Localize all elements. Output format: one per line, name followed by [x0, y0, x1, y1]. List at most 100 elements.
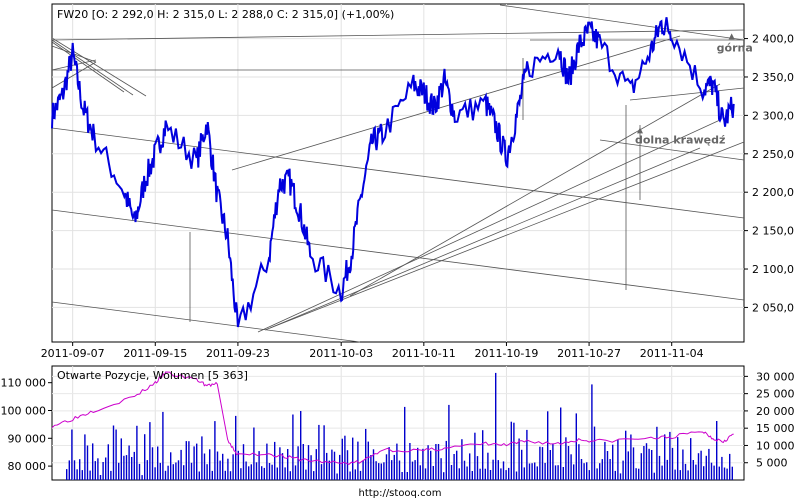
- volume-bar: [424, 468, 427, 480]
- volume-bar: [541, 447, 544, 480]
- volume-bar: [645, 443, 648, 480]
- arrow-up-icon: [728, 33, 735, 40]
- trendline[interactable]: [629, 87, 745, 101]
- volume-bar: [352, 437, 354, 480]
- volume-bar: [157, 446, 159, 480]
- volume-bar: [731, 466, 733, 480]
- volume-bar: [666, 459, 668, 480]
- chart-title: FW20 [O: 2 292,0 H: 2 315,0 L: 2 288,0 C…: [57, 8, 394, 21]
- volume-bar: [484, 468, 486, 480]
- trendline[interactable]: [599, 139, 745, 161]
- volume-bar: [162, 411, 164, 480]
- trendline[interactable]: [51, 29, 745, 41]
- volume-bar: [489, 470, 492, 480]
- trendline[interactable]: [51, 59, 97, 71]
- volume-bar: [419, 465, 421, 480]
- volume-bar: [679, 470, 681, 480]
- volume-bar: [214, 421, 216, 480]
- volume-bar: [437, 444, 440, 480]
- trendline[interactable]: [51, 37, 147, 97]
- volume-bar: [193, 446, 195, 480]
- volume-bar: [671, 447, 674, 480]
- volume-bar: [393, 454, 395, 480]
- volume-bar: [500, 468, 502, 480]
- date-tick-label: 2011-10-03: [309, 347, 373, 360]
- open-interest-tick-label: 110 000: [1, 377, 47, 390]
- volume-bar: [216, 451, 219, 480]
- volume-bar: [713, 465, 715, 480]
- volume-bar: [684, 463, 687, 480]
- volume-bar: [245, 461, 247, 480]
- volume-bar: [591, 384, 593, 480]
- volume-bar: [326, 452, 328, 480]
- trendline[interactable]: [264, 141, 745, 331]
- volume-bar: [203, 453, 206, 480]
- volume-bar: [315, 449, 317, 480]
- volume-bar: [487, 452, 489, 480]
- volume-bar: [565, 437, 567, 480]
- volume-bar: [276, 467, 278, 480]
- volume-bar: [209, 449, 211, 480]
- volume-bar: [229, 471, 232, 480]
- volume-bar: [492, 459, 494, 480]
- volume-bar: [638, 468, 640, 480]
- volume-bar: [617, 439, 619, 480]
- volume-bar: [66, 469, 68, 480]
- trendline[interactable]: [499, 4, 745, 41]
- volume-bar: [185, 441, 187, 480]
- annotation-dolna-krawedz: dolna krawędź: [635, 127, 725, 146]
- volume-tick-label: 20 000: [756, 405, 795, 418]
- date-tick-label: 2011-10-11: [392, 347, 456, 360]
- volume-bar: [201, 436, 203, 480]
- volume-bar: [534, 462, 536, 480]
- volume-bar: [461, 439, 463, 480]
- volume-y-axis: 5 000 10 000 15 000 20 000 25 000 30 000: [744, 370, 795, 470]
- volume-bar: [339, 454, 341, 480]
- volume-bar: [372, 449, 375, 480]
- trendline[interactable]: [51, 39, 134, 96]
- volume-bar: [188, 441, 190, 480]
- volume-tick-label: 5 000: [756, 457, 788, 470]
- volume-bar: [232, 454, 234, 480]
- volume-bar: [536, 466, 538, 480]
- trendline[interactable]: [51, 61, 97, 89]
- volume-bar: [248, 466, 250, 480]
- volume-bar: [73, 460, 76, 480]
- volume-bar: [427, 445, 429, 480]
- volume-bar: [318, 424, 320, 480]
- trendline[interactable]: [231, 35, 681, 171]
- volume-bar: [94, 461, 96, 480]
- volume-bar: [515, 471, 518, 480]
- volume-bar: [320, 464, 323, 480]
- volume-bar: [206, 464, 208, 480]
- volume-bar: [398, 460, 401, 480]
- price-y-tick-label: 2 300,0: [752, 109, 794, 122]
- annotation-label: górna: [717, 41, 753, 54]
- volume-bar: [159, 462, 161, 480]
- volume-bar: [495, 372, 497, 480]
- volume-bar: [570, 454, 572, 480]
- footer-url[interactable]: http://stooq.com: [359, 488, 442, 499]
- volume-bar: [268, 463, 271, 480]
- price-y-axis: 2 050,0 2 100,0 2 150,0 2 200,0 2 250,0 2 300…: [744, 33, 794, 314]
- volume-tick-label: 25 000: [756, 388, 795, 401]
- volume-bar: [562, 467, 564, 480]
- volume-bar: [648, 448, 650, 480]
- volume-bar: [599, 463, 601, 480]
- volume-bar: [601, 459, 603, 480]
- trendline[interactable]: [51, 209, 745, 301]
- trendline[interactable]: [51, 127, 745, 219]
- volume-bar: [102, 462, 104, 480]
- trendline[interactable]: [349, 83, 721, 297]
- price-y-tick-label: 2 150,0: [752, 225, 794, 238]
- trendline[interactable]: [257, 119, 721, 333]
- volume-bar: [383, 462, 385, 480]
- volume-bar: [279, 447, 281, 480]
- trendline[interactable]: [51, 301, 361, 343]
- volume-bar: [370, 455, 372, 480]
- volume-bar: [378, 463, 380, 480]
- volume-bar: [632, 447, 635, 480]
- volume-bar: [219, 460, 221, 480]
- volume-bar: [677, 437, 679, 480]
- volume-bar: [97, 458, 99, 480]
